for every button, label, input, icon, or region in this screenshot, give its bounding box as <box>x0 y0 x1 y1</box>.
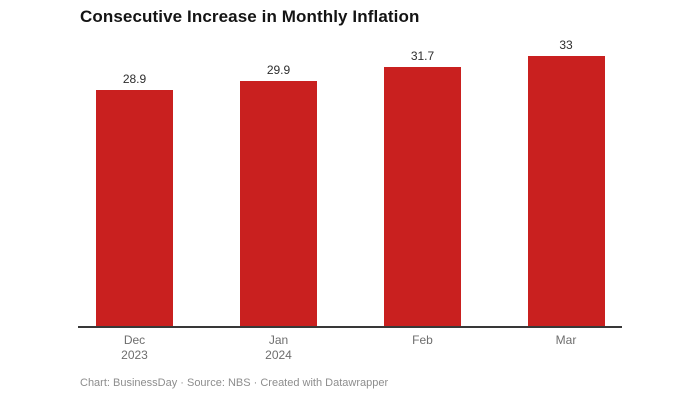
tick-label-mar: Mar <box>555 333 577 347</box>
bar-mar <box>527 56 605 327</box>
chart-attribution: Chart: BusinessDay · Source: NBS · Creat… <box>80 377 389 389</box>
value-label-jan-2024: 29.9 <box>266 63 291 77</box>
bar-dec-2023 <box>96 90 173 327</box>
value-label-dec-2023: 28.9 <box>122 72 147 86</box>
x-axis-baseline <box>78 326 622 328</box>
chart-title: Consecutive Increase in Monthly Inflatio… <box>80 7 420 26</box>
bar-jan-2024 <box>240 81 317 327</box>
tick-label-dec-2023: Dec 2023 <box>121 333 148 362</box>
tick-label-jan-2024: Jan 2024 <box>265 333 292 362</box>
value-label-feb: 31.7 <box>410 49 435 63</box>
bar-feb <box>384 67 461 327</box>
value-label-mar: 33 <box>559 38 573 52</box>
tick-label-feb: Feb <box>412 333 433 347</box>
